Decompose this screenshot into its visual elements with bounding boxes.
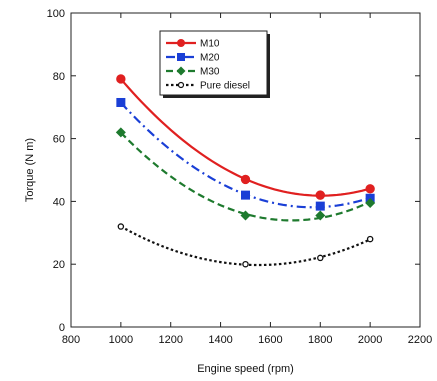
legend-label: M10 (200, 39, 220, 50)
data-point (242, 260, 249, 268)
x-axis-label: Engine speed (rpm) (197, 363, 294, 375)
y-tick-label: 100 (47, 8, 65, 20)
y-tick-label: 40 (53, 196, 65, 208)
data-point (315, 190, 325, 200)
legend-label: M20 (200, 53, 220, 64)
data-point (240, 210, 251, 221)
data-point (116, 74, 126, 84)
x-tick-label: 1200 (158, 334, 182, 346)
legend-marker (177, 81, 185, 89)
data-point (115, 127, 126, 138)
x-tick-label: 1400 (208, 334, 232, 346)
legend-label: M30 (200, 67, 220, 78)
axis-ticks: 800 1000 1200 1400 1600 1800 2000 2200 0 20 40 60 80… (47, 8, 433, 346)
y-tick-label: 80 (53, 71, 65, 83)
data-point (240, 174, 251, 185)
data-point (315, 210, 326, 221)
x-tick-label: 2000 (358, 334, 382, 346)
x-tick-label: 1600 (258, 334, 282, 346)
y-tick-label: 20 (53, 259, 65, 271)
data-point (315, 201, 325, 211)
data-point (117, 223, 125, 230)
x-tick-label: 2200 (408, 334, 432, 346)
data-point (366, 235, 374, 243)
legend-marker (177, 39, 185, 47)
y-tick-label: 0 (59, 322, 65, 334)
legend-marker (177, 53, 185, 61)
data-point (365, 184, 375, 194)
x-tick-label: 1800 (308, 334, 332, 346)
data-point (317, 254, 324, 262)
data-point (116, 97, 126, 107)
legend-label: Pure diesel (200, 81, 250, 92)
legend: M10 M20 M30 Pure diesel (159, 30, 270, 98)
x-tick-label: 800 (62, 334, 80, 346)
data-point (241, 190, 250, 200)
series-layer (115, 74, 376, 268)
legend-marker (176, 66, 186, 76)
y-tick-label: 60 (53, 134, 65, 146)
x-tick-label: 1000 (109, 334, 133, 346)
y-axis-label: Torque (N m) (24, 138, 36, 202)
series-line (120, 131, 371, 222)
data-point (365, 197, 376, 208)
